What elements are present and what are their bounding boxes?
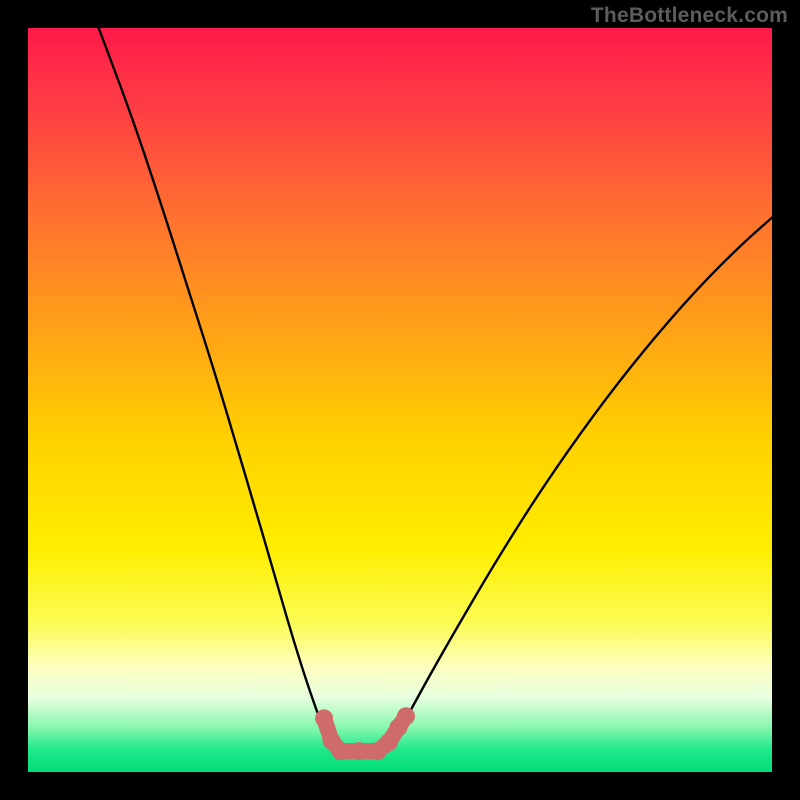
watermark-text: TheBottleneck.com	[591, 4, 788, 28]
marker-dot	[350, 742, 368, 760]
plot-svg	[28, 28, 772, 772]
chart-root: TheBottleneck.com	[0, 0, 800, 800]
plot-area	[28, 28, 772, 772]
marker-dot	[397, 707, 415, 725]
marker-dot	[331, 742, 349, 760]
marker-dot	[380, 733, 398, 751]
marker-dot	[315, 709, 333, 727]
